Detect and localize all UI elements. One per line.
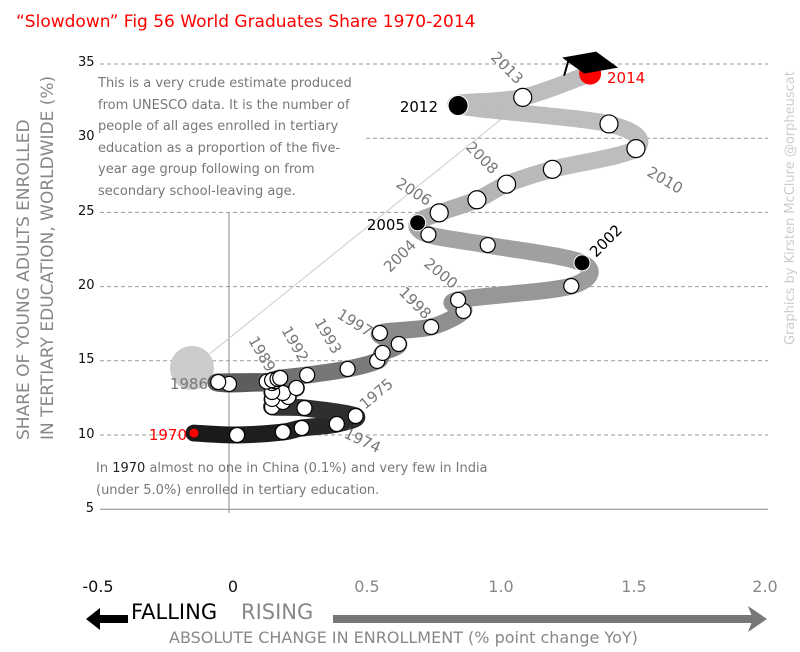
data-point-highlight: [409, 214, 427, 232]
year-label: 2006: [393, 174, 435, 210]
note-line: year age group following on from: [98, 162, 315, 177]
year-label: 1986: [170, 375, 208, 393]
note-line: from UNESCO data. It is the number of: [98, 97, 350, 113]
reference-circle-1986: [170, 346, 214, 390]
falling-label: FALLING: [131, 600, 218, 624]
x-tick-label: 1.0: [488, 577, 514, 596]
data-point: [299, 366, 316, 384]
y-tick-label: 5: [85, 501, 94, 516]
graduation-cap-icon: [562, 51, 619, 74]
year-label: 2013: [487, 48, 527, 88]
y-axis-label-line1: SHARE OF YOUNG ADULTS ENROLLED: [14, 119, 34, 440]
data-point: [371, 324, 389, 342]
data-point: [429, 203, 449, 223]
data-point: [542, 159, 563, 179]
data-point: [467, 190, 487, 210]
y-axis-label-line2: IN TERTIARY EDUCATION, WORLDWIDE (%): [38, 75, 58, 440]
ribbon-segment: [479, 236, 591, 272]
data-point: [328, 415, 345, 433]
data-point: [272, 369, 289, 387]
y-axis-label: SHARE OF YOUNG ADULTS ENROLLED IN TERTIA…: [12, 76, 60, 440]
data-point: [420, 226, 437, 243]
data-point: [293, 419, 310, 437]
data-point: [374, 344, 391, 362]
note-line: This is a very crude estimate produced: [98, 76, 352, 91]
y-tick-label: 10: [78, 427, 95, 442]
data-point-highlight: [447, 95, 469, 117]
arrow-right-icon: [748, 606, 767, 632]
chart-title: “Slowdown” Fig 56 World Graduates Share …: [16, 12, 476, 32]
year-label: 2008: [462, 138, 502, 178]
data-point: [347, 407, 364, 425]
year-label: 2014: [607, 69, 645, 87]
data-point: [496, 174, 517, 194]
cap-tassel-icon: [563, 61, 570, 76]
year-label: 2010: [644, 163, 686, 198]
note-line2: (under 5.0%) enrolled in tertiary educat…: [96, 482, 380, 498]
note-prefix: In: [96, 461, 113, 476]
reference-connector: [191, 99, 526, 369]
rising-label: RISING: [241, 600, 314, 624]
ribbon-segment: [419, 226, 497, 254]
data-point: [513, 87, 533, 107]
data-point: [390, 335, 407, 353]
x-tick-label: 0.5: [354, 577, 380, 596]
x-tick-label: -0.5: [82, 577, 114, 596]
y-tick-label: 15: [78, 352, 95, 367]
year-label: 1975: [356, 375, 397, 413]
year-label: 2004: [380, 236, 420, 276]
data-point: [288, 379, 305, 397]
data-point: [423, 318, 440, 336]
data-point: [296, 399, 313, 417]
x-axis-label: ABSOLUTE CHANGE IN ENROLLMENT (% point c…: [169, 628, 638, 647]
data-point-1970: [189, 428, 199, 438]
data-point: [274, 423, 291, 441]
method-note: This is a very crude estimate produced f…: [98, 73, 366, 202]
data-point: [479, 236, 496, 254]
data-point: [626, 138, 646, 159]
note-1970: In 1970 almost no one in China (0.1%) an…: [96, 458, 546, 501]
year-label: 2005: [367, 216, 405, 234]
year-label: 1992: [278, 323, 313, 365]
year-label: 1997: [334, 305, 376, 341]
y-tick-label: 35: [78, 55, 95, 70]
year-label: 1998: [395, 283, 435, 323]
year-label: 2012: [400, 98, 438, 116]
data-point: [449, 291, 467, 309]
credit-watermark: Graphics by Kirsten McClure @orpheuscat: [783, 71, 798, 345]
arrow-left-icon: [86, 608, 128, 630]
y-tick-label: 25: [78, 204, 95, 219]
note-year: 1970: [112, 461, 146, 476]
data-point: [339, 360, 356, 378]
year-label: 2002: [586, 221, 626, 261]
data-point: [228, 426, 246, 444]
data-point: [563, 277, 580, 295]
rising-arrow-shaft: [333, 615, 753, 623]
y-tick-label: 20: [78, 278, 95, 293]
y-tick-label: 30: [78, 129, 95, 144]
data-point: [599, 114, 619, 134]
data-point-highlight: [573, 254, 591, 272]
note-line: education as a proportion of the five-: [98, 140, 341, 156]
data-point: [210, 373, 227, 391]
ribbon-segment: [449, 277, 580, 309]
x-tick-label: 0: [227, 577, 239, 596]
ribbon-segment: [543, 140, 645, 178]
note-line: secondary school-leaving age.: [98, 183, 296, 199]
year-label: 1974: [341, 424, 383, 456]
year-label: 1970: [149, 426, 187, 444]
year-label: 1989: [245, 333, 280, 375]
note-line: people of all ages enrolled in tertiary: [98, 119, 339, 134]
note-line1: almost no one in China (0.1%) and very f…: [145, 461, 488, 476]
x-tick-label: 1.5: [621, 577, 647, 596]
year-label: 2000: [420, 254, 461, 292]
x-tick-label: 2.0: [752, 577, 778, 596]
